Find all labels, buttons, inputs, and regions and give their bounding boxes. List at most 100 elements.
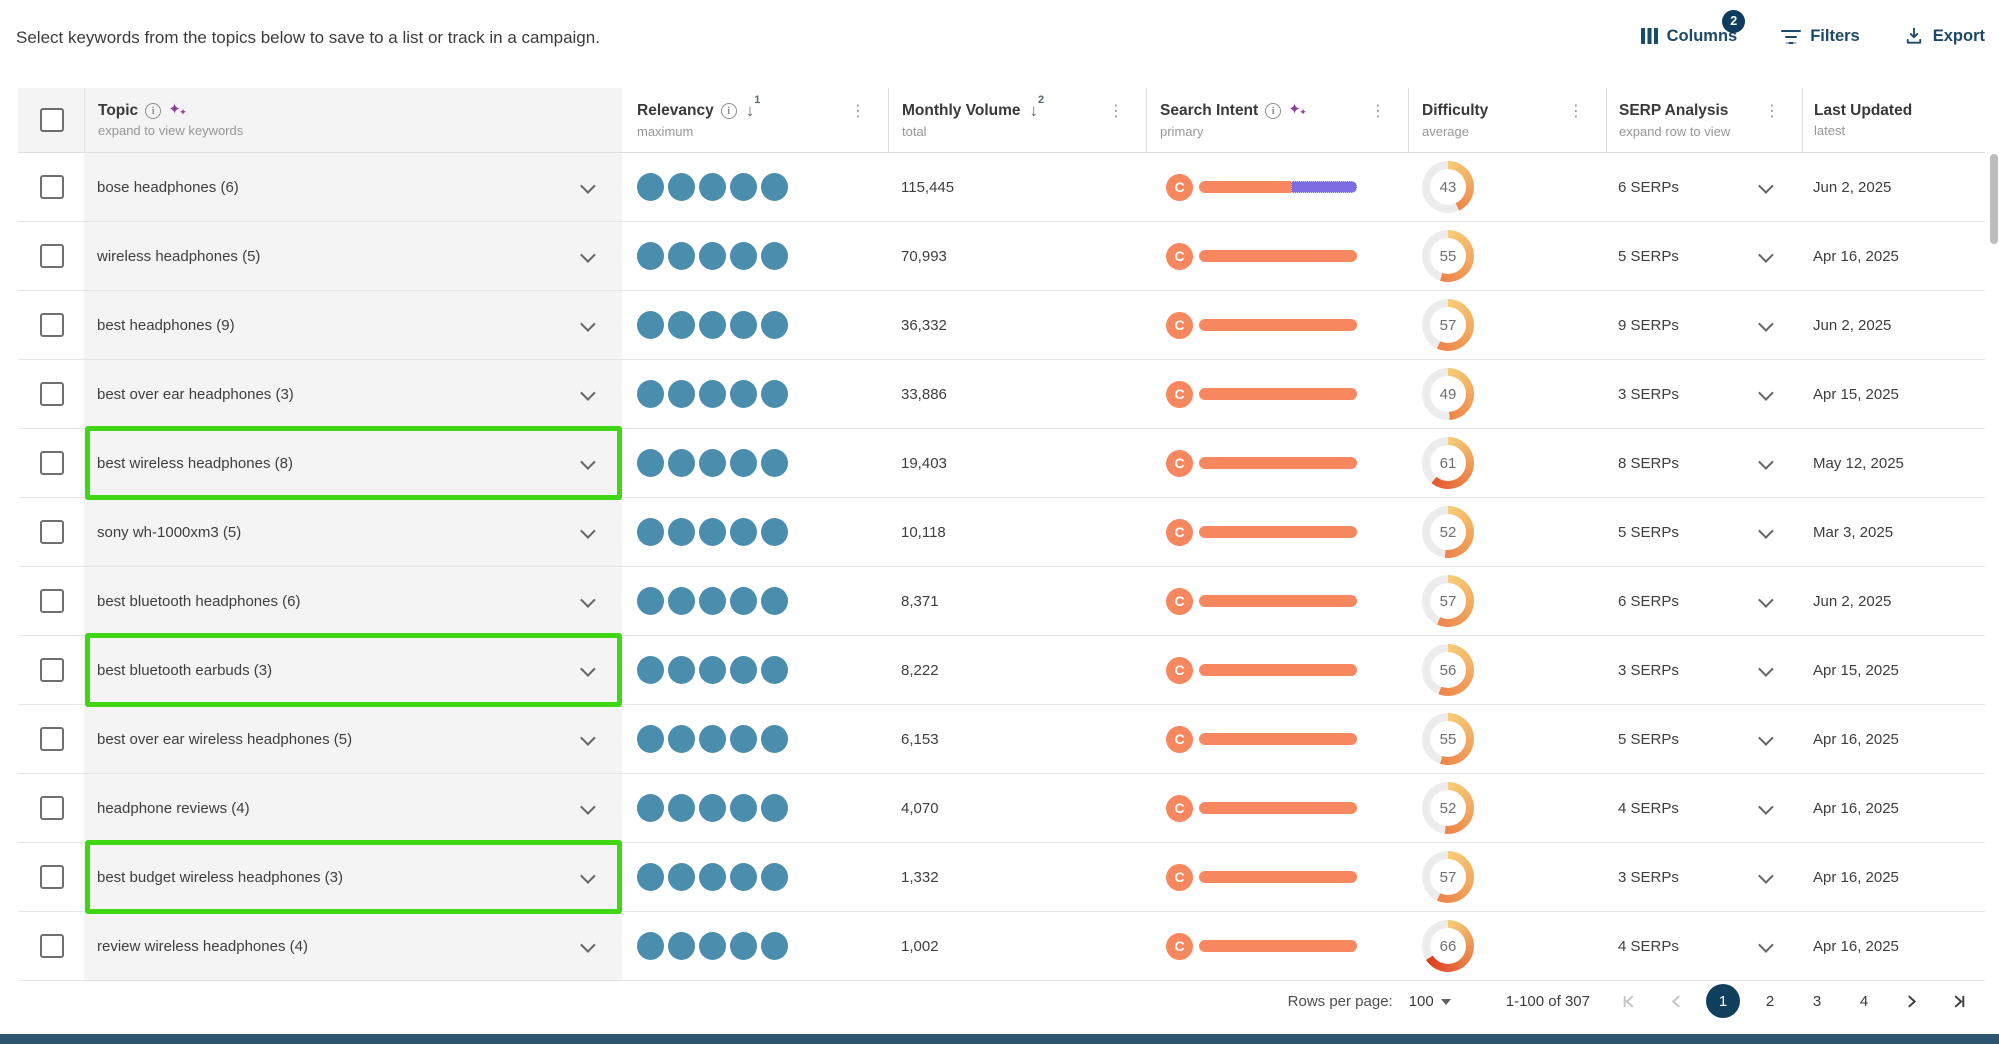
topic-label: best over ear headphones (3) — [97, 385, 294, 403]
select-all-checkbox[interactable] — [40, 108, 64, 132]
filters-button[interactable]: Filters — [1781, 27, 1860, 46]
previous-page-button[interactable] — [1659, 984, 1693, 1018]
relevancy-dots — [637, 794, 788, 822]
column-label: Relevancy — [637, 102, 714, 119]
row-checkbox[interactable] — [40, 934, 64, 958]
column-header-monthly-volume[interactable]: Monthly Volume 2 total — [888, 88, 1146, 152]
difficulty-donut: 56 — [1422, 644, 1474, 696]
row-checkbox[interactable] — [40, 382, 64, 406]
chevron-down-icon[interactable] — [1758, 522, 1774, 539]
table-row[interactable]: wireless headphones (5) 70,993 C 55 5 SE… — [18, 222, 1985, 291]
row-checkbox[interactable] — [40, 520, 64, 544]
chevron-down-icon[interactable] — [1758, 315, 1774, 332]
chevron-down-icon[interactable] — [1758, 798, 1774, 815]
chevron-down-icon[interactable] — [1758, 246, 1774, 263]
chevron-down-icon[interactable] — [580, 384, 596, 401]
row-checkbox[interactable] — [40, 796, 64, 820]
rows-per-page-select[interactable]: 100 — [1409, 993, 1451, 1010]
chevron-down-icon[interactable] — [1758, 867, 1774, 884]
row-checkbox[interactable] — [40, 658, 64, 682]
next-page-button[interactable] — [1894, 984, 1928, 1018]
columns-button[interactable]: Columns 2 — [1640, 9, 1746, 46]
export-button[interactable]: Export — [1904, 26, 1985, 46]
row-checkbox[interactable] — [40, 589, 64, 613]
table-row[interactable]: sony wh-1000xm3 (5) 10,118 C 52 5 SERPs … — [18, 498, 1985, 567]
row-checkbox[interactable] — [40, 727, 64, 751]
chevron-down-icon[interactable] — [1758, 936, 1774, 953]
chevron-down-icon[interactable] — [580, 246, 596, 263]
chevron-down-icon[interactable] — [580, 798, 596, 815]
page-button-1[interactable]: 1 — [1706, 984, 1740, 1018]
table-row[interactable]: review wireless headphones (4) 1,002 C 6… — [18, 912, 1985, 981]
info-icon[interactable] — [1265, 103, 1282, 119]
chevron-down-icon[interactable] — [580, 522, 596, 539]
kebab-menu-icon[interactable] — [1568, 101, 1584, 121]
scrollbar-thumb[interactable] — [1990, 154, 1998, 244]
column-label: Difficulty — [1422, 102, 1489, 119]
difficulty-value: 55 — [1439, 247, 1457, 265]
table-row[interactable]: best over ear wireless headphones (5) 6,… — [18, 705, 1985, 774]
table-row[interactable]: bose headphones (6) 115,445 C 43 6 SERPs… — [18, 153, 1985, 222]
row-checkbox[interactable] — [40, 865, 64, 889]
chevron-down-icon[interactable] — [1758, 729, 1774, 746]
volume-value: 36,332 — [901, 316, 947, 334]
commercial-intent-icon: C — [1166, 242, 1193, 270]
first-page-button[interactable] — [1612, 984, 1646, 1018]
difficulty-donut: 55 — [1422, 713, 1474, 765]
column-header-serp-analysis[interactable]: SERP Analysis expand row to view — [1606, 88, 1802, 152]
chevron-down-icon[interactable] — [580, 315, 596, 332]
info-icon[interactable] — [145, 103, 162, 119]
column-header-topic[interactable]: Topic expand to view keywords — [84, 88, 622, 152]
commercial-intent-icon: C — [1166, 380, 1193, 408]
column-label: Search Intent — [1160, 102, 1259, 119]
last-page-button[interactable] — [1941, 984, 1975, 1018]
kebab-menu-icon[interactable] — [1108, 101, 1124, 121]
row-checkbox[interactable] — [40, 175, 64, 199]
kebab-menu-icon[interactable] — [1370, 101, 1386, 121]
column-header-difficulty[interactable]: Difficulty average — [1408, 88, 1606, 152]
relevancy-dot — [761, 518, 788, 546]
kebab-menu-icon[interactable] — [850, 101, 866, 121]
table-row[interactable]: best budget wireless headphones (3) 1,33… — [18, 840, 1985, 914]
column-header-relevancy[interactable]: Relevancy 1 maximum — [622, 88, 888, 152]
chevron-down-icon[interactable] — [580, 729, 596, 746]
sort-desc-icon[interactable]: 1 — [746, 94, 760, 122]
chevron-down-icon[interactable] — [1758, 453, 1774, 470]
chevron-down-icon[interactable] — [580, 177, 596, 194]
relevancy-dot — [730, 242, 757, 270]
sort-desc-icon[interactable]: 2 — [1030, 94, 1044, 122]
row-checkbox[interactable] — [40, 451, 64, 475]
intent-bar — [1199, 181, 1357, 193]
difficulty-donut: 57 — [1422, 575, 1474, 627]
chevron-down-icon[interactable] — [580, 660, 596, 677]
chevron-down-icon[interactable] — [580, 591, 596, 608]
chevron-down-icon[interactable] — [580, 936, 596, 953]
row-checkbox[interactable] — [40, 313, 64, 337]
page-button-2[interactable]: 2 — [1765, 992, 1775, 1010]
kebab-menu-icon[interactable] — [1764, 101, 1780, 121]
table-row[interactable]: best headphones (9) 36,332 C 57 9 SERPs … — [18, 291, 1985, 360]
chevron-down-icon[interactable] — [580, 867, 596, 884]
table-row[interactable]: best bluetooth headphones (6) 8,371 C 57… — [18, 567, 1985, 636]
column-header-search-intent[interactable]: Search Intent primary — [1146, 88, 1408, 152]
relevancy-dot — [699, 380, 726, 408]
table-row[interactable]: headphone reviews (4) 4,070 C 52 4 SERPs… — [18, 774, 1985, 843]
page-button-4[interactable]: 4 — [1859, 992, 1869, 1010]
filter-icon — [1781, 29, 1802, 45]
chevron-down-icon[interactable] — [580, 453, 596, 470]
chevron-down-icon[interactable] — [1758, 177, 1774, 194]
row-checkbox[interactable] — [40, 244, 64, 268]
relevancy-dot — [730, 518, 757, 546]
table-row[interactable]: best bluetooth earbuds (3) 8,222 C 56 3 … — [18, 633, 1985, 707]
table-row[interactable]: best wireless headphones (8) 19,403 C 61… — [18, 426, 1985, 500]
info-icon[interactable] — [720, 103, 737, 119]
chevron-down-icon[interactable] — [1758, 384, 1774, 401]
topic-label: best over ear wireless headphones (5) — [97, 730, 353, 748]
table-row[interactable]: best over ear headphones (3) 33,886 C 49… — [18, 360, 1985, 429]
chevron-down-icon[interactable] — [1758, 591, 1774, 608]
relevancy-dot — [637, 242, 664, 270]
column-header-last-updated[interactable]: Last Updated latest — [1802, 88, 1985, 152]
relevancy-dots — [637, 173, 788, 201]
page-button-3[interactable]: 3 — [1812, 992, 1822, 1010]
chevron-down-icon[interactable] — [1758, 660, 1774, 677]
